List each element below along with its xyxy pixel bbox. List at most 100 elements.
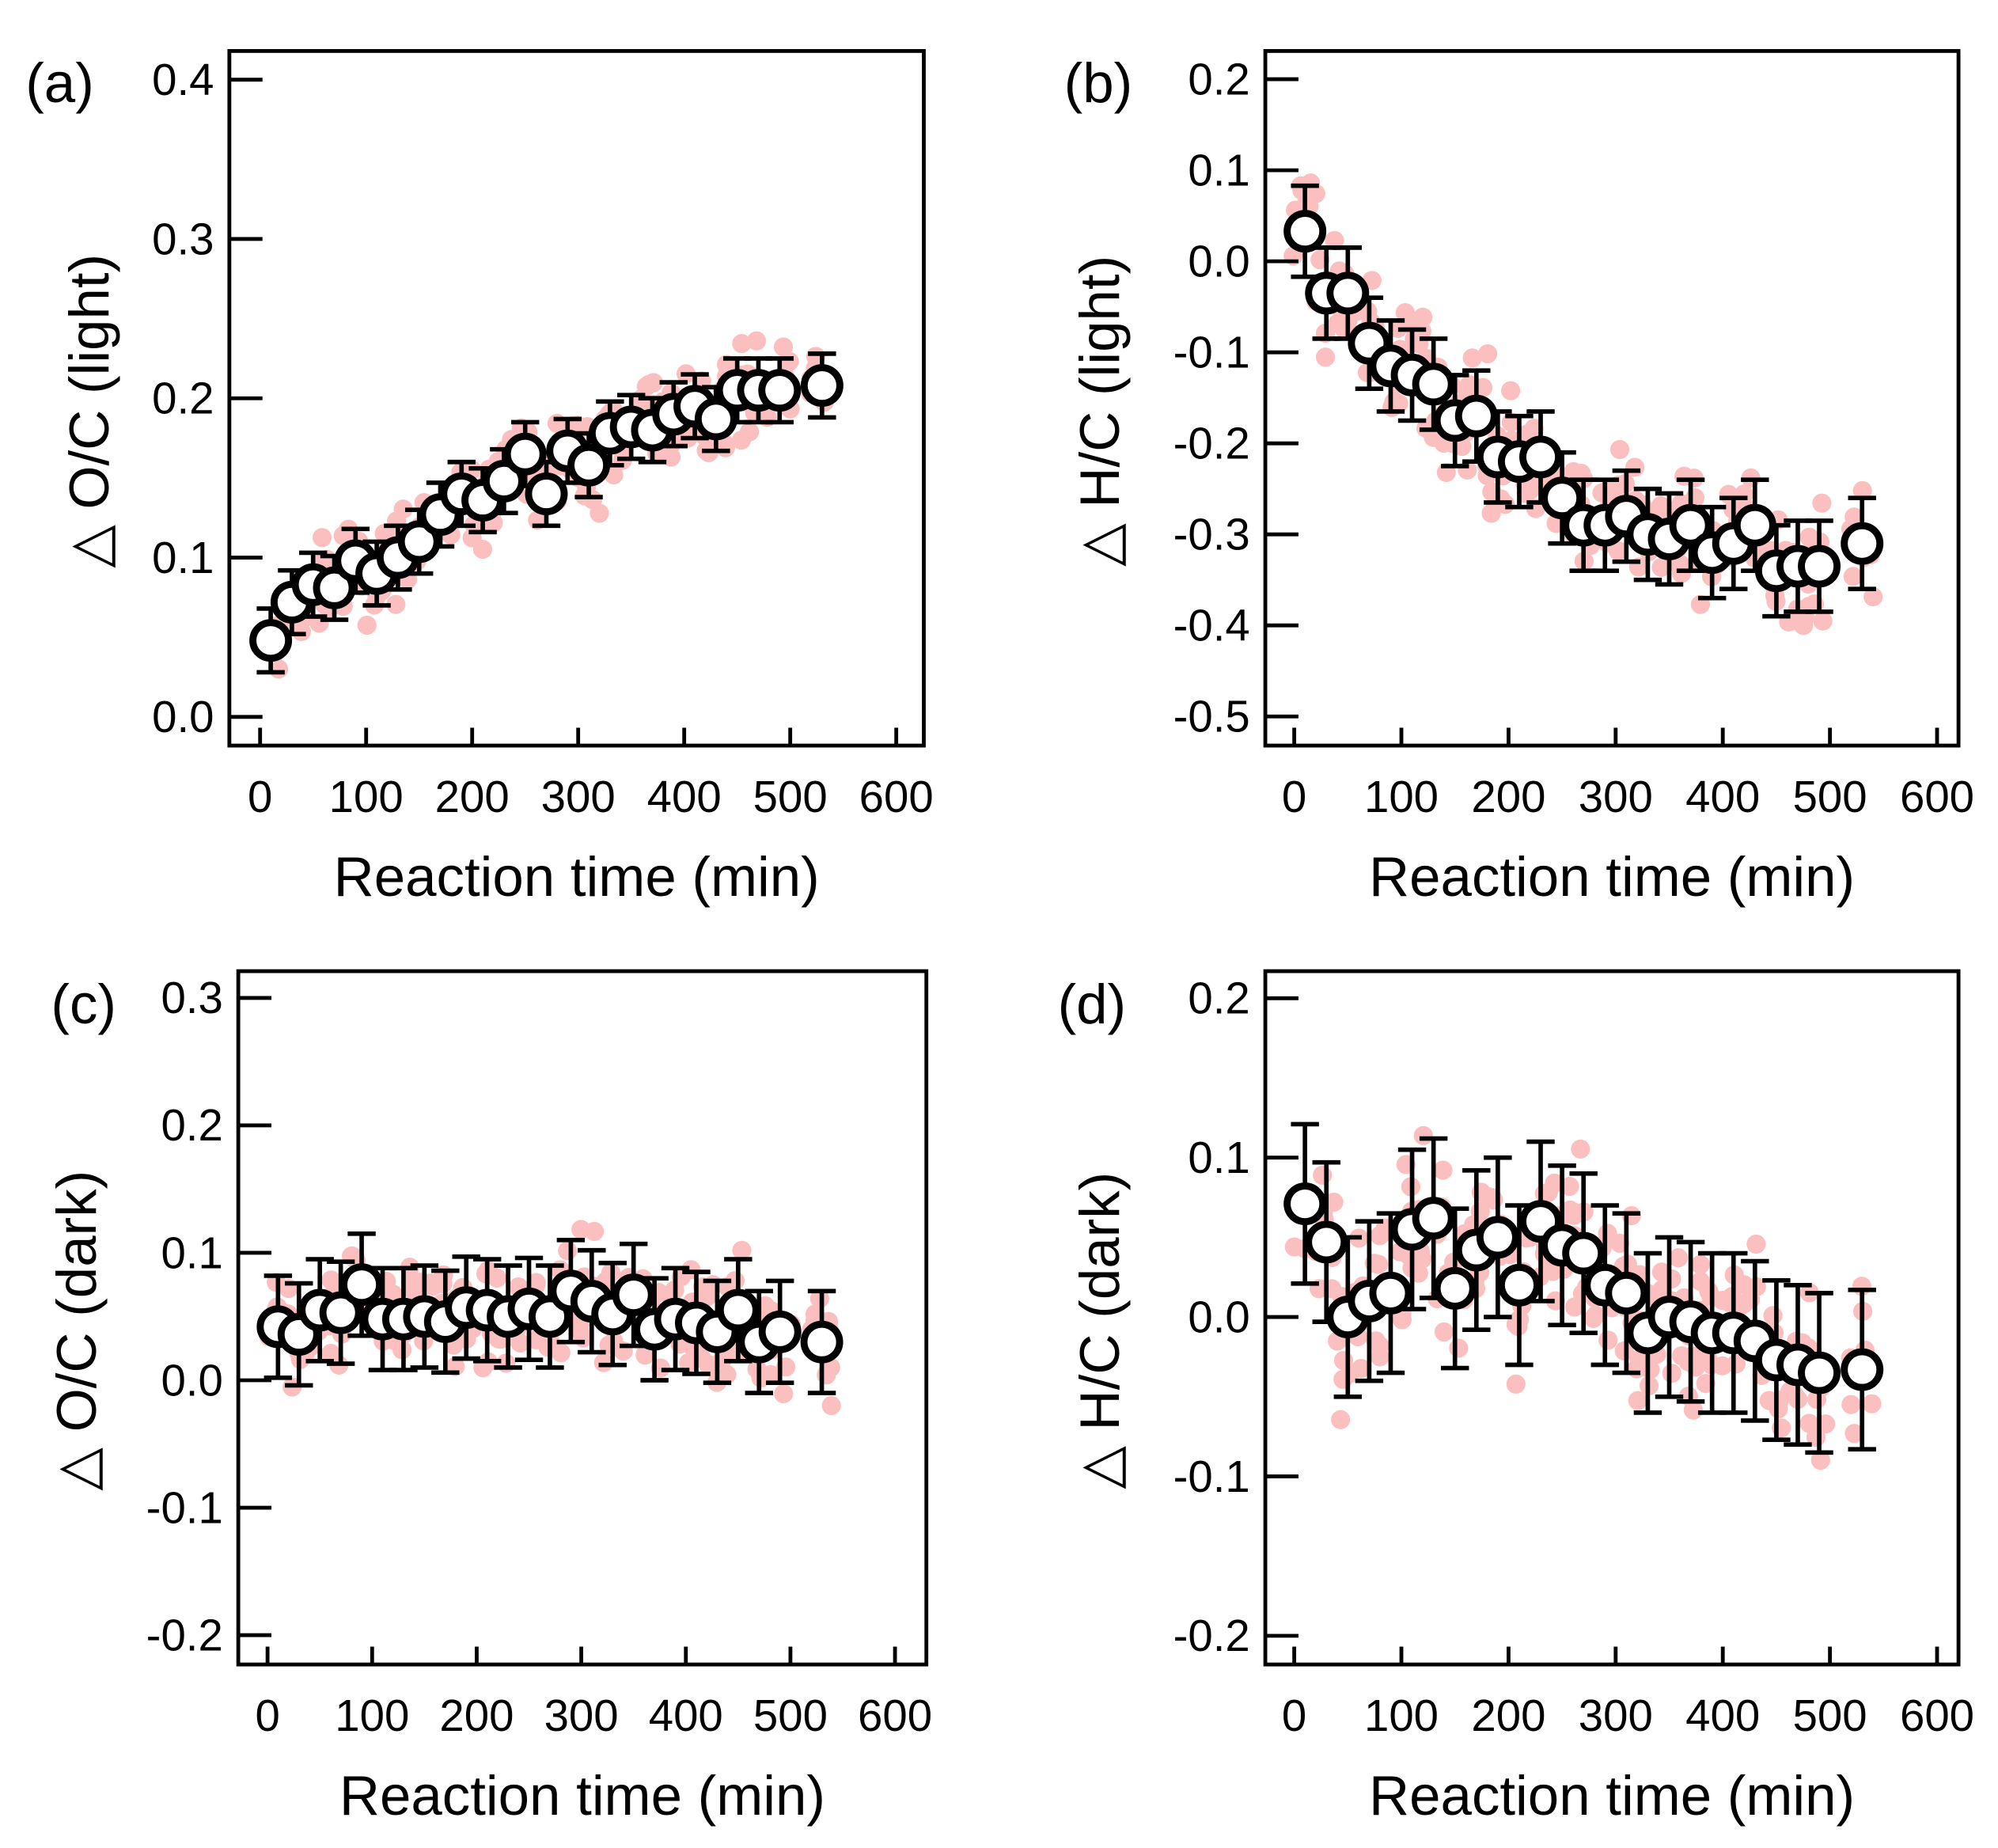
x-tick-label: 400: [649, 1691, 723, 1740]
y-tick-label: -0.2: [1173, 1611, 1250, 1660]
raw-point: [1449, 1338, 1469, 1358]
y-tick-label: -0.1: [1173, 327, 1250, 377]
panel-label: (c): [51, 973, 116, 1036]
raw-point: [510, 1333, 530, 1353]
raw-point: [1678, 1352, 1698, 1372]
raw-point: [1545, 1173, 1564, 1193]
raw-point: [746, 331, 767, 351]
x-tick-label: 500: [753, 1691, 828, 1740]
raw-point: [1841, 1395, 1861, 1414]
mean-point: [758, 369, 802, 412]
raw-point: [740, 422, 760, 442]
mean-point: [503, 432, 547, 476]
mean-point: [1326, 271, 1370, 315]
raw-point: [760, 1364, 781, 1384]
x-tick-label: 500: [753, 772, 828, 822]
raw-point: [1683, 1400, 1703, 1420]
mean-point: [1476, 1216, 1519, 1259]
mean-point: [1841, 1348, 1884, 1391]
raw-point: [1370, 1336, 1390, 1356]
raw-point: [1434, 1322, 1454, 1341]
x-tick-label: 600: [859, 772, 934, 822]
raw-point: [732, 334, 752, 354]
mean-point: [1798, 1351, 1841, 1395]
raw-point: [593, 1353, 613, 1372]
y-tick-label: 0.3: [161, 973, 222, 1023]
raw-point: [1813, 611, 1833, 631]
y-tick-label: 0.1: [1188, 1133, 1249, 1182]
x-axis-title: Reaction time (min): [339, 1765, 825, 1827]
raw-point: [635, 1345, 655, 1365]
raw-point: [551, 1343, 571, 1363]
y-axis-title: △ O/C (dark): [46, 1171, 108, 1491]
y-tick-label: 0.1: [152, 533, 214, 582]
raw-point: [312, 528, 332, 548]
mean-point: [1433, 1266, 1477, 1310]
y-tick-label: -0.2: [1173, 418, 1250, 468]
raw-point: [1331, 1410, 1351, 1429]
mean-point: [340, 1263, 384, 1307]
y-tick-label: 0.2: [1188, 54, 1249, 104]
raw-point: [699, 1354, 718, 1375]
raw-point: [1662, 1364, 1681, 1383]
y-tick-label: 0.2: [1188, 973, 1249, 1023]
raw-point: [1671, 564, 1692, 583]
raw-point: [1852, 480, 1872, 500]
raw-point: [386, 594, 406, 614]
y-tick-label: -0.2: [146, 1610, 223, 1660]
panel-label: (a): [25, 52, 94, 115]
raw-point: [1668, 1248, 1689, 1268]
panel-c: 0 100 200 300 400 500 600 0.3 0.2 0.1 0.0 -0.1 -0.2 R…: [46, 969, 932, 1827]
y-tick-label: -0.5: [1173, 692, 1250, 742]
raw-point: [1564, 1297, 1584, 1317]
mean-point: [1305, 1220, 1348, 1264]
y-tick-label: 0.4: [152, 55, 214, 104]
raw-point: [1651, 557, 1671, 577]
x-tick-label: 300: [1579, 1691, 1653, 1740]
x-tick-label: 600: [858, 1691, 932, 1740]
raw-point: [558, 1241, 578, 1261]
mean-point: [1841, 522, 1884, 565]
panel-label: (d): [1058, 973, 1127, 1036]
mean-point: [800, 364, 844, 408]
mean-markers: [249, 364, 844, 662]
y-tick-label: 0.0: [161, 1355, 222, 1405]
y-tick-label: -0.1: [1173, 1451, 1250, 1501]
mean-point: [1497, 1263, 1541, 1307]
panel-a: 0 100 200 300 400 500 600 0.0 0.1 0.2 0.3 0.4 Reacti…: [25, 49, 934, 909]
mean-point: [1283, 1182, 1327, 1226]
raw-point: [321, 1270, 341, 1290]
raw-point: [1521, 480, 1541, 499]
x-tick-label: 400: [647, 772, 722, 822]
x-tick-label: 100: [1364, 772, 1439, 822]
x-tick-label: 600: [1900, 772, 1974, 822]
x-tick-label: 500: [1793, 1691, 1867, 1740]
raw-point: [1413, 1125, 1433, 1145]
y-tick-label: -0.4: [1173, 601, 1250, 651]
y-tick-label: 0.1: [161, 1228, 222, 1277]
plot-frame: [1263, 49, 1961, 748]
mean-point: [1283, 210, 1327, 253]
raw-point: [773, 337, 794, 357]
y-tick-label: -0.1: [146, 1482, 223, 1532]
mean-point: [319, 1291, 362, 1334]
raw-point: [1478, 343, 1498, 364]
mean-point: [482, 459, 525, 503]
raw-point: [1481, 503, 1501, 523]
raw-point: [357, 615, 377, 636]
mean-point: [1562, 1231, 1606, 1275]
raw-point: [1506, 1374, 1526, 1394]
raw-point: [1392, 1310, 1412, 1330]
raw-point: [1628, 1391, 1647, 1410]
raw-point: [1543, 1262, 1563, 1281]
raw-point: [1369, 1254, 1389, 1274]
x-tick-label: 0: [248, 772, 272, 822]
raw-point: [1799, 1414, 1819, 1433]
raw-point: [1433, 1160, 1453, 1180]
raw-point: [1608, 541, 1628, 560]
x-tick-label: 600: [1900, 1691, 1974, 1740]
mean-markers: [1283, 210, 1884, 593]
y-tick-label: 0.0: [152, 692, 214, 742]
raw-point: [717, 1364, 737, 1384]
raw-point: [1844, 1424, 1864, 1444]
